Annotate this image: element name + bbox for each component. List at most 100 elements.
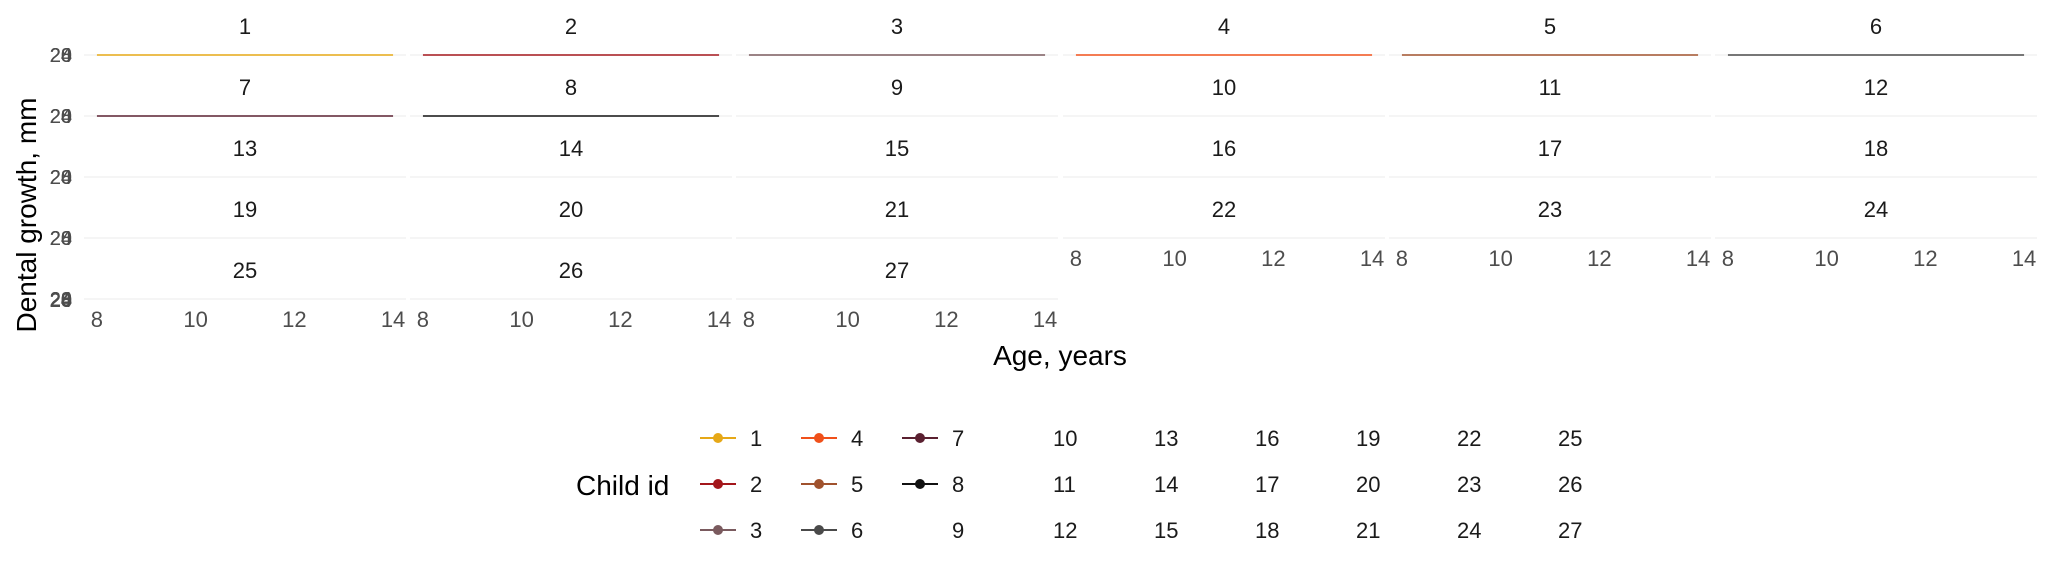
legend-item-25: 25: [1558, 426, 1582, 451]
legend-item-21: 21: [1356, 518, 1380, 543]
legend-item-label: 5: [851, 472, 863, 497]
legend-item-label: 3: [750, 518, 762, 543]
x-tick-label: 10: [1488, 246, 1512, 271]
legend-item-8: 8: [902, 472, 964, 497]
facet-strip-label: 14: [559, 136, 583, 161]
facet-panel-5: 5: [1389, 14, 1711, 56]
facet-strip-label: 1: [239, 14, 251, 39]
facet-panel-6: 6: [1715, 14, 2037, 56]
x-tick-label: 14: [1360, 246, 1384, 271]
facet-strip-label: 16: [1212, 136, 1236, 161]
x-tick-label: 12: [1587, 246, 1611, 271]
legend-item-label: 26: [1558, 472, 1582, 497]
facet-strip-label: 11: [1539, 75, 1562, 100]
facet-strip-label: 8: [565, 75, 577, 100]
y-tick-label: 24: [50, 228, 72, 250]
legend-item-label: 21: [1356, 518, 1380, 543]
legend-item-15: 15: [1154, 518, 1178, 543]
legend-item-label: 24: [1457, 518, 1481, 543]
x-tick-label: 10: [1814, 246, 1838, 271]
legend-item-label: 27: [1558, 518, 1582, 543]
facet-panel-2: 2: [410, 14, 732, 56]
facet-strip-label: 12: [1864, 75, 1888, 100]
facet-strip-label: 23: [1538, 197, 1562, 222]
x-tick-label: 8: [1722, 246, 1734, 271]
legend-item-label: 7: [952, 426, 964, 451]
legend-item-2: 2: [700, 472, 762, 497]
x-tick-label: 12: [282, 307, 306, 332]
facet-strip-label: 27: [885, 258, 909, 283]
facet-panel-26: 26: [410, 258, 732, 300]
facet-panel-15: 15: [736, 136, 1058, 178]
y-tick-label: 28: [50, 167, 72, 189]
legend-key-marker: [915, 433, 925, 443]
legend-item-label: 6: [851, 518, 863, 543]
legend-item-label: 2: [750, 472, 762, 497]
legend-item-26: 26: [1558, 472, 1582, 497]
facet-panel-27: 27: [736, 258, 1058, 300]
legend-item-23: 23: [1457, 472, 1481, 497]
facet-panel-21: 21: [736, 197, 1058, 239]
y-tick-label: 28: [50, 106, 72, 128]
facet-strip-label: 6: [1870, 14, 1882, 39]
facet-panel-3: 3: [736, 14, 1058, 56]
facet-strip-label: 9: [891, 75, 903, 100]
legend-item-label: 13: [1154, 426, 1178, 451]
y-tick-label: 28: [50, 289, 72, 311]
legend-item-label: 14: [1154, 472, 1178, 497]
legend-key-marker: [814, 433, 824, 443]
legend-item-16: 16: [1255, 426, 1279, 451]
legend-item-label: 22: [1457, 426, 1481, 451]
facet-panel-22: 22: [1063, 197, 1385, 239]
legend-key-marker: [814, 525, 824, 535]
legend: Child id 1234567891011121314151617181920…: [576, 426, 1582, 543]
legend-item-13: 13: [1154, 426, 1178, 451]
x-tick-label: 14: [381, 307, 405, 332]
facet-panel-23: 23: [1389, 197, 1711, 239]
legend-title: Child id: [576, 470, 669, 501]
legend-key-marker: [814, 479, 824, 489]
facet-strip-label: 18: [1864, 136, 1888, 161]
legend-item-label: 4: [851, 426, 863, 451]
facet-panel-8: 8: [410, 75, 732, 117]
facet-strip-label: 24: [1864, 197, 1888, 222]
legend-item-label: 1: [750, 426, 762, 451]
legend-item-4: 4: [801, 426, 863, 451]
facet-strip-label: 4: [1218, 14, 1230, 39]
x-tick-label: 12: [608, 307, 632, 332]
x-tick-label: 14: [2012, 246, 2036, 271]
legend-item-9: 9: [952, 518, 964, 543]
legend-item-11: 11: [1053, 472, 1076, 497]
facet-panel-12: 12: [1715, 75, 2037, 117]
facet-strip-label: 26: [559, 258, 583, 283]
legend-item-label: 18: [1255, 518, 1279, 543]
facet-strip-label: 25: [233, 258, 257, 283]
legend-item-24: 24: [1457, 518, 1481, 543]
legend-item-label: 12: [1053, 518, 1077, 543]
x-tick-label: 8: [1070, 246, 1082, 271]
facet-strip-label: 3: [891, 14, 903, 39]
facet-panel-24: 24: [1715, 197, 2037, 239]
y-axis-title: Dental growth, mm: [11, 98, 42, 333]
x-axis-title: Age, years: [993, 340, 1127, 371]
facet-panel-16: 16: [1063, 136, 1385, 178]
legend-item-10: 10: [1053, 426, 1077, 451]
facet-strip-label: 20: [559, 197, 583, 222]
facet-panel-11: 11: [1389, 75, 1711, 117]
facet-strip-label: 13: [233, 136, 257, 161]
legend-item-1: 1: [700, 426, 762, 451]
x-tick-label: 14: [1686, 246, 1710, 271]
facet-panel-14: 14: [410, 136, 732, 178]
y-tick-label: 24: [50, 290, 72, 312]
facet-panel-25: 25: [84, 258, 406, 300]
legend-item-27: 27: [1558, 518, 1582, 543]
legend-item-14: 14: [1154, 472, 1178, 497]
facet-strip-label: 22: [1212, 197, 1236, 222]
y-tick-label: 24: [50, 289, 72, 311]
legend-item-label: 10: [1053, 426, 1077, 451]
y-tick-label: 28: [50, 290, 72, 312]
facet-strip-label: 2: [565, 14, 577, 39]
facet-strip-label: 5: [1544, 14, 1556, 39]
